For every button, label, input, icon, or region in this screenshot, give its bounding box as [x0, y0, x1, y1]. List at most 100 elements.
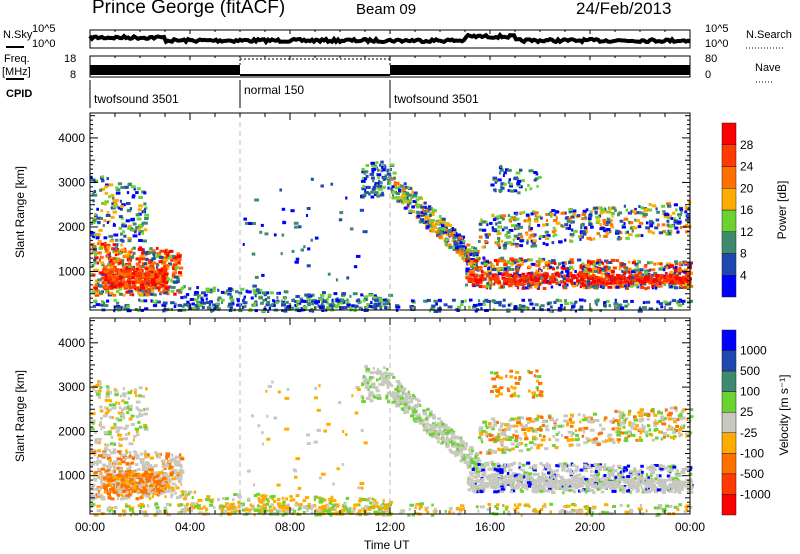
velocity-echo-cell — [330, 495, 334, 499]
power-echo-cell — [465, 258, 468, 262]
velocity-echo-cell — [167, 486, 173, 490]
velocity-echo-cell — [138, 409, 143, 413]
power-echo-cell — [212, 303, 216, 307]
power-echo-cell — [593, 270, 598, 273]
power-echo-cell — [377, 176, 380, 180]
power-echo-cell — [141, 281, 147, 285]
velocity-echo-cell — [109, 415, 113, 419]
power-echo-cell — [522, 279, 526, 283]
velocity-echo-cell — [143, 450, 147, 454]
power-echo-cell — [438, 231, 444, 235]
power-echo-cell — [137, 291, 141, 295]
power-echo-cell — [171, 275, 176, 279]
power-echo-cell — [540, 304, 545, 308]
power-echo-cell — [636, 211, 641, 215]
velocity-echo-cell — [106, 457, 112, 460]
velocity-echo-cell — [171, 477, 177, 481]
power-echo-cell — [649, 221, 655, 225]
power-echo-cell — [393, 181, 397, 185]
velocity-echo-cell — [361, 400, 367, 404]
power-echo-cell — [183, 285, 186, 289]
nsky-series — [88, 31, 691, 46]
power-echo-cell — [177, 303, 182, 307]
power-echo-cell — [93, 250, 97, 254]
power-echo-cell — [122, 266, 125, 270]
power-echo-cell — [581, 217, 585, 221]
power-echo-cell — [128, 289, 134, 293]
power-echo-cell — [106, 272, 111, 276]
power-echo-cell — [271, 303, 274, 307]
power-echo-cell — [140, 225, 143, 229]
power-echo-cell — [107, 252, 111, 256]
power-echo-cell — [137, 247, 142, 251]
velocity-echo-cell — [117, 486, 120, 490]
power-echo-cell — [108, 183, 114, 187]
velocity-echo-cell — [282, 503, 286, 507]
nsearch-label: N.Search — [746, 29, 792, 41]
power-echo-cell — [539, 269, 542, 273]
power-echo-cell — [132, 222, 137, 226]
power-echo-cell — [505, 269, 509, 273]
velocity-echo-cell — [130, 472, 134, 476]
power-echo-cell — [541, 257, 546, 261]
power-echo-cell — [164, 274, 169, 278]
velocity-echo-cell — [466, 466, 470, 469]
power-echo-cell — [521, 272, 526, 276]
power-echo-cell — [467, 254, 470, 258]
power-echo-cell — [535, 274, 538, 278]
power-echo-cell — [596, 279, 602, 283]
power-echo-cell — [467, 262, 473, 266]
power-echo-cell — [111, 202, 115, 206]
power-echo-cell — [410, 299, 415, 303]
power-echo-cell — [558, 240, 563, 244]
velocity-echo-cell — [90, 443, 93, 447]
power-echo-cell — [230, 298, 235, 302]
power-echo-cell — [197, 302, 200, 306]
power-echo-cell — [649, 277, 653, 281]
power-echo-cell — [594, 210, 598, 214]
power-echo-cell — [95, 303, 101, 307]
power-echo-cell — [572, 267, 575, 271]
power-echo-cell — [150, 284, 155, 288]
power-echo-cell — [686, 286, 689, 290]
velocity-echo-cell — [170, 486, 175, 490]
power-echo-cell — [624, 268, 629, 272]
power-echo-cell — [640, 234, 644, 238]
power-echo-cell — [242, 243, 245, 246]
power-colorbar-tick: 16 — [740, 203, 754, 217]
power-echo-cell — [590, 225, 594, 229]
power-echo-cell — [251, 303, 255, 307]
power-echo-cell — [236, 303, 240, 307]
power-echo-cell — [418, 196, 423, 200]
velocity-echo-cell — [90, 427, 95, 431]
power-echo-cell — [557, 280, 562, 284]
power-echo-cell — [433, 226, 438, 230]
power-echo-cell — [464, 248, 467, 251]
power-echo-cell — [168, 262, 172, 266]
power-echo-cell — [675, 275, 679, 279]
velocity-echo-cell — [438, 429, 443, 433]
power-echo-cell — [682, 286, 687, 290]
power-echo-cell — [113, 202, 118, 206]
velocity-echo-cell — [271, 380, 274, 384]
power-echo-cell — [603, 210, 607, 214]
velocity-echo-cell — [422, 428, 426, 432]
power-echo-cell — [497, 272, 503, 276]
power-echo-cell — [137, 286, 142, 290]
velocity-echo-cell — [98, 395, 102, 399]
power-echo-cell — [639, 276, 645, 280]
power-echo-cell — [465, 267, 470, 271]
power-echo-cell — [623, 299, 628, 303]
velocity-echo-cell — [131, 488, 134, 492]
power-echo-cell — [306, 207, 311, 210]
power-echo-cell — [509, 257, 515, 261]
power-echo-cell — [571, 228, 574, 232]
power-echo-cell — [140, 293, 144, 297]
power-echo-cell — [560, 274, 564, 278]
power-echo-cell — [472, 253, 475, 257]
power-echo-cell — [519, 234, 523, 238]
power-echo-cell — [599, 227, 605, 231]
power-echo-cell — [164, 249, 167, 253]
velocity-echo-cell — [105, 454, 111, 457]
velocity-echo-cell — [94, 431, 97, 435]
